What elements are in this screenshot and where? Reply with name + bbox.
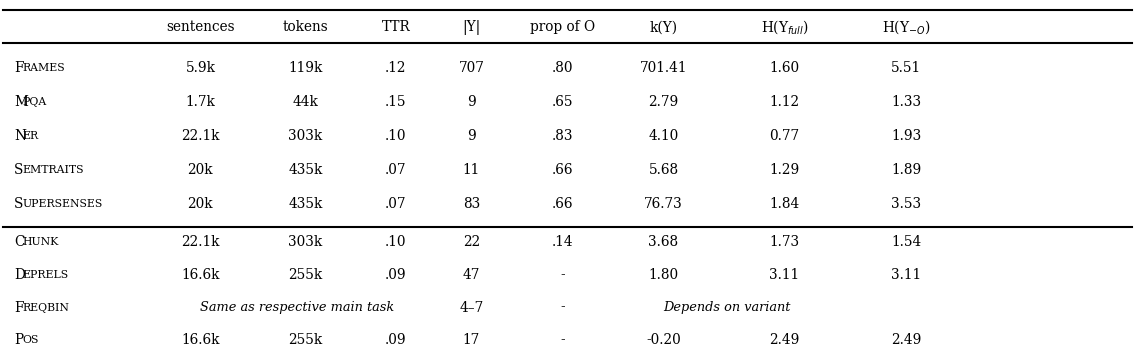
Text: 16.6k: 16.6k bbox=[182, 333, 220, 346]
Text: 435k: 435k bbox=[288, 163, 322, 177]
Text: .09: .09 bbox=[385, 268, 406, 282]
Text: 1.80: 1.80 bbox=[648, 268, 679, 282]
Text: 1.29: 1.29 bbox=[770, 163, 799, 177]
Text: 9: 9 bbox=[468, 129, 476, 143]
Text: 435k: 435k bbox=[288, 197, 322, 211]
Text: D: D bbox=[14, 268, 25, 282]
Text: 22.1k: 22.1k bbox=[182, 235, 220, 249]
Text: 3.53: 3.53 bbox=[891, 197, 922, 211]
Text: 20k: 20k bbox=[187, 163, 213, 177]
Text: N: N bbox=[14, 129, 26, 143]
Text: k(Y): k(Y) bbox=[649, 20, 678, 35]
Text: 76.73: 76.73 bbox=[645, 197, 683, 211]
Text: 3.11: 3.11 bbox=[891, 268, 922, 282]
Text: ER: ER bbox=[22, 131, 39, 141]
Text: .09: .09 bbox=[385, 333, 406, 346]
Text: tokens: tokens bbox=[283, 20, 328, 35]
Text: P: P bbox=[14, 333, 23, 346]
Text: 1.93: 1.93 bbox=[891, 129, 922, 143]
Text: -0.20: -0.20 bbox=[646, 333, 681, 346]
Text: .10: .10 bbox=[385, 129, 406, 143]
Text: .83: .83 bbox=[553, 129, 573, 143]
Text: EPRELS: EPRELS bbox=[22, 270, 68, 280]
Text: |Y|: |Y| bbox=[462, 20, 480, 35]
Text: PQA: PQA bbox=[22, 97, 47, 107]
Text: sentences: sentences bbox=[166, 20, 235, 35]
Text: 255k: 255k bbox=[288, 333, 322, 346]
Text: TTR: TTR bbox=[381, 20, 410, 35]
Text: 5.51: 5.51 bbox=[891, 61, 922, 75]
Text: -: - bbox=[561, 333, 565, 346]
Text: EMTRAITS: EMTRAITS bbox=[22, 165, 84, 175]
Text: RAMES: RAMES bbox=[22, 63, 65, 73]
Text: 2.79: 2.79 bbox=[648, 95, 679, 109]
Text: 22.1k: 22.1k bbox=[182, 129, 220, 143]
Text: 2.49: 2.49 bbox=[770, 333, 799, 346]
Text: HUNK: HUNK bbox=[22, 237, 58, 247]
Text: 1.89: 1.89 bbox=[891, 163, 922, 177]
Text: -: - bbox=[561, 268, 565, 282]
Text: .65: .65 bbox=[553, 95, 573, 109]
Text: H(Y$_{full}$): H(Y$_{full}$) bbox=[760, 19, 808, 36]
Text: 9: 9 bbox=[468, 95, 476, 109]
Text: 1.73: 1.73 bbox=[770, 235, 799, 249]
Text: 1.84: 1.84 bbox=[770, 197, 799, 211]
Text: 44k: 44k bbox=[293, 95, 319, 109]
Text: 303k: 303k bbox=[288, 129, 322, 143]
Text: .15: .15 bbox=[385, 95, 406, 109]
Text: 1.60: 1.60 bbox=[770, 61, 799, 75]
Text: .66: .66 bbox=[553, 197, 573, 211]
Text: Depends on variant: Depends on variant bbox=[664, 301, 791, 314]
Text: 1.12: 1.12 bbox=[770, 95, 799, 109]
Text: Same as respective main task: Same as respective main task bbox=[201, 301, 395, 314]
Text: 2.49: 2.49 bbox=[891, 333, 922, 346]
Text: REQBIN: REQBIN bbox=[22, 302, 69, 312]
Text: 5.68: 5.68 bbox=[648, 163, 679, 177]
Text: UPERSENSES: UPERSENSES bbox=[22, 199, 102, 209]
Text: H(Y$_{-O}$): H(Y$_{-O}$) bbox=[882, 19, 931, 36]
Text: .80: .80 bbox=[553, 61, 573, 75]
Text: 83: 83 bbox=[463, 197, 480, 211]
Text: 3.68: 3.68 bbox=[648, 235, 679, 249]
Text: .07: .07 bbox=[385, 163, 406, 177]
Text: 11: 11 bbox=[463, 163, 480, 177]
Text: 0.77: 0.77 bbox=[770, 129, 799, 143]
Text: prop of O: prop of O bbox=[530, 20, 596, 35]
Text: 5.9k: 5.9k bbox=[185, 61, 216, 75]
Text: 20k: 20k bbox=[187, 197, 213, 211]
Text: F: F bbox=[14, 301, 24, 315]
Text: S: S bbox=[14, 197, 24, 211]
Text: 119k: 119k bbox=[288, 61, 322, 75]
Text: 701.41: 701.41 bbox=[640, 61, 688, 75]
Text: 255k: 255k bbox=[288, 268, 322, 282]
Text: -: - bbox=[561, 301, 565, 315]
Text: 22: 22 bbox=[463, 235, 480, 249]
Text: 47: 47 bbox=[463, 268, 480, 282]
Text: 4.10: 4.10 bbox=[648, 129, 679, 143]
Text: .66: .66 bbox=[553, 163, 573, 177]
Text: 16.6k: 16.6k bbox=[182, 268, 220, 282]
Text: 3.11: 3.11 bbox=[770, 268, 799, 282]
Text: M: M bbox=[14, 95, 28, 109]
Text: .12: .12 bbox=[385, 61, 406, 75]
Text: 17: 17 bbox=[463, 333, 480, 346]
Text: 4–7: 4–7 bbox=[460, 301, 484, 315]
Text: .07: .07 bbox=[385, 197, 406, 211]
Text: OS: OS bbox=[22, 335, 39, 345]
Text: F: F bbox=[14, 61, 24, 75]
Text: 1.7k: 1.7k bbox=[185, 95, 216, 109]
Text: .10: .10 bbox=[385, 235, 406, 249]
Text: 1.54: 1.54 bbox=[891, 235, 922, 249]
Text: 303k: 303k bbox=[288, 235, 322, 249]
Text: .14: .14 bbox=[552, 235, 574, 249]
Text: 1.33: 1.33 bbox=[891, 95, 922, 109]
Text: C: C bbox=[14, 235, 25, 249]
Text: S: S bbox=[14, 163, 24, 177]
Text: 707: 707 bbox=[459, 61, 485, 75]
